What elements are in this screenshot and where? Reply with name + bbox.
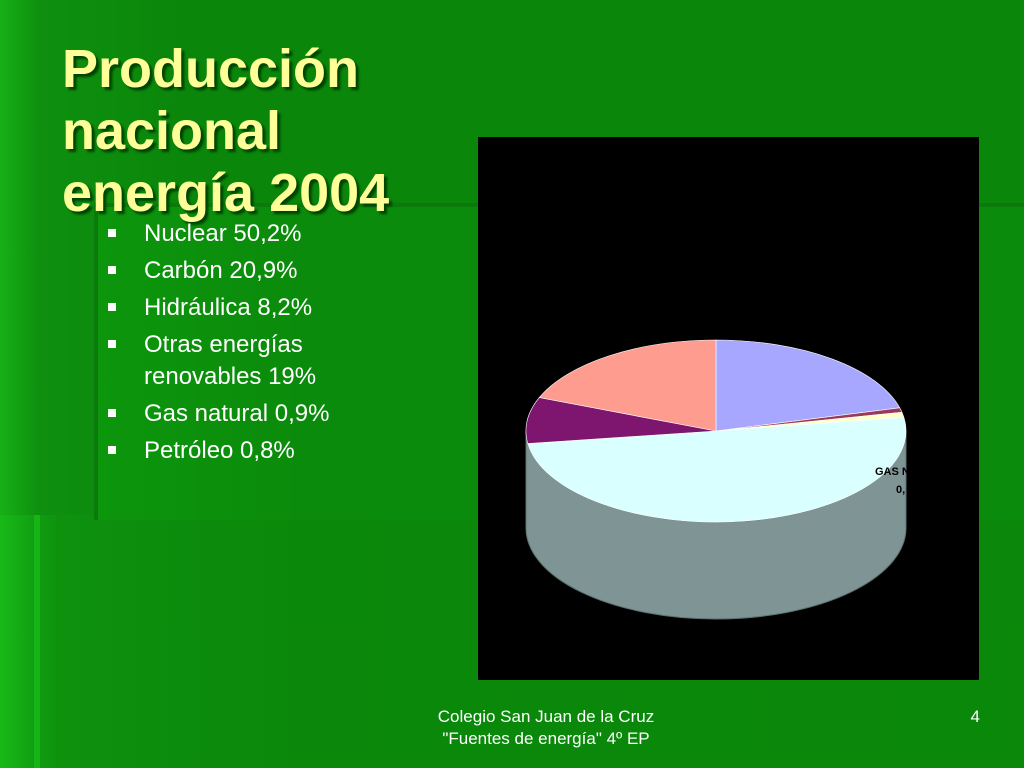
chart-value-fragment: 0,	[896, 484, 905, 496]
title-line-1: Producción nacional	[62, 39, 360, 161]
chart-label-fragment: GAS NA	[875, 466, 918, 478]
left-accent-bar	[34, 515, 40, 768]
bullet-text: Carbón 20,9%	[144, 257, 298, 284]
square-bullet-icon	[108, 446, 116, 454]
footer: Colegio San Juan de la Cruz "Fuentes de …	[404, 706, 688, 750]
pie-slice-hidr-ulica	[525, 397, 717, 444]
bullet-text: Nuclear 50,2%	[144, 220, 302, 247]
bullet-item: Gas natural 0,9%	[104, 398, 424, 430]
bullet-text: Hidráulica 8,2%	[144, 294, 313, 321]
bullet-text: Gas natural 0,9%	[144, 400, 330, 427]
bullet-list: Nuclear 50,2% Carbón 20,9% Hidráulica 8,…	[104, 218, 424, 472]
pie-chart: GAS NA 0,	[525, 339, 918, 620]
bullet-item: Otras energías renovables 19%	[104, 329, 424, 393]
bullet-item: Nuclear 50,2%	[104, 218, 424, 250]
bullet-text: Otras energías renovables 19%	[144, 331, 317, 390]
footer-line-1: Colegio San Juan de la Cruz	[437, 707, 655, 726]
bullet-item: Carbón 20,9%	[104, 255, 424, 287]
chart-container: GAS NA 0,	[478, 137, 979, 680]
slide-title: Producción nacional energía 2004	[62, 38, 582, 224]
bullet-item: Petróleo 0,8%	[104, 435, 424, 467]
square-bullet-icon	[108, 340, 116, 348]
page-number: 4	[970, 707, 980, 726]
pie-slice-otras-energ-as-renovables	[538, 339, 717, 432]
square-bullet-icon	[108, 409, 116, 417]
pie-slice-nuclear	[527, 417, 907, 523]
pie-slice-carb-n	[715, 339, 901, 432]
title-line-2: energía 2004	[62, 163, 390, 223]
square-bullet-icon	[108, 266, 116, 274]
bullet-item: Hidráulica 8,2%	[104, 292, 424, 324]
footer-line-2: "Fuentes de energía" 4º EP	[442, 729, 650, 748]
square-bullet-icon	[108, 229, 116, 237]
bullet-text: Petróleo 0,8%	[144, 437, 295, 464]
square-bullet-icon	[108, 303, 116, 311]
